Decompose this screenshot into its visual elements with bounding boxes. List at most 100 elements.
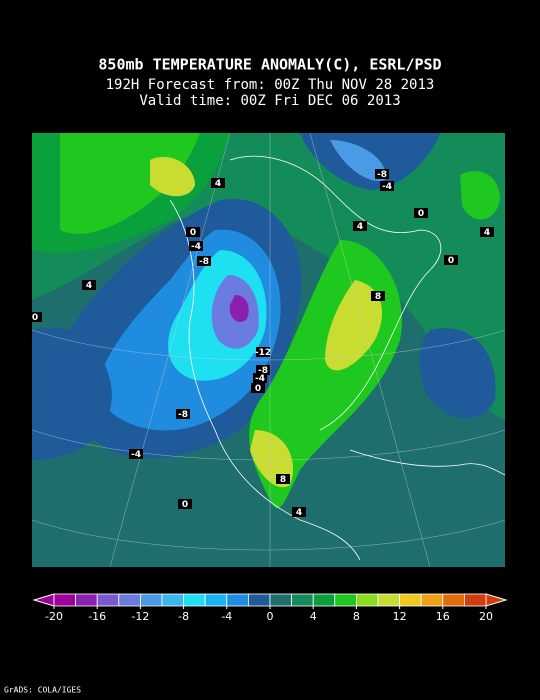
coastlines [169, 155, 505, 561]
contour-label-box [380, 181, 394, 191]
longitude-line [109, 133, 231, 567]
region [419, 328, 496, 419]
contour-label: -4 [191, 242, 201, 252]
region [460, 171, 500, 220]
latitude-line [32, 519, 505, 551]
title: 850mb TEMPERATURE ANOMALY(C), ESRL/PSD [98, 56, 441, 74]
contour-label: 8 [375, 292, 381, 302]
region [330, 140, 386, 181]
longitude-line [309, 133, 431, 567]
colorbar-tick-label: -8 [178, 610, 189, 623]
contour-label: -8 [199, 257, 209, 267]
valid-time: Valid time: 00Z Fri DEC 06 2013 [139, 93, 400, 109]
colorbar-swatch [463, 593, 487, 607]
contour-label-box [186, 227, 200, 237]
contour-label: 8 [280, 475, 286, 485]
contour-label: -4 [131, 450, 141, 460]
coastline [229, 155, 442, 431]
contour-label-box [82, 280, 96, 290]
contour-label: 0 [255, 384, 261, 394]
contour-label-box [276, 474, 290, 484]
contour-label: 4 [86, 281, 92, 291]
contour-label-box [129, 449, 143, 459]
contour-label-box [256, 347, 270, 357]
contour-label: -8 [258, 366, 268, 376]
colorbar-swatch [53, 593, 77, 607]
contour-label-box [414, 208, 428, 218]
colorbar-swatch [75, 593, 98, 607]
contour-label-box [211, 178, 225, 188]
credit: GrADS: COLA/IGES [4, 686, 81, 695]
colorbar-swatch [161, 593, 185, 607]
contour-label-box [292, 507, 306, 517]
contour-label-box [176, 409, 190, 419]
colorbar-swatch [226, 593, 249, 607]
colorbar-tick-label: -20 [45, 610, 63, 623]
contour-label-box [189, 241, 203, 251]
colorbar-tick-label: 12 [393, 610, 407, 623]
contour-label: 0 [190, 228, 196, 238]
contour-label-box [480, 227, 494, 237]
latitude-line [32, 429, 505, 461]
contour-label: 0 [32, 313, 38, 323]
colorbar-tick-label: 0 [267, 610, 274, 623]
contour-label: -12 [255, 348, 271, 358]
colorbar-tick-label: -12 [131, 610, 149, 623]
region [250, 430, 294, 488]
colorbar-swatch [247, 593, 271, 607]
contour-label-box [371, 291, 385, 301]
colorbar-swatch [204, 593, 228, 607]
contour-label: 0 [418, 209, 424, 219]
contour-label-box [444, 255, 458, 265]
colorbar-swatch [442, 593, 465, 607]
contour-label-box [253, 373, 267, 383]
contour-label-box [353, 221, 367, 231]
contour-label: 4 [484, 228, 490, 238]
colorbar-tick-label: -4 [221, 610, 232, 623]
subtitle: 192H Forecast from: 00Z Thu NOV 28 2013 [106, 77, 435, 93]
colorbar-swatch [334, 593, 357, 607]
region [325, 280, 383, 371]
colorbar-tick-label: 16 [436, 610, 450, 623]
colorbar-swatch [118, 593, 141, 607]
colorbar-swatch [355, 593, 379, 607]
colorbar-swatch [312, 593, 336, 607]
colorbar-swatch [96, 593, 120, 607]
colorbar-swatch [420, 593, 444, 607]
graticule [32, 133, 505, 567]
region [229, 295, 249, 323]
colorbar-swatch [269, 593, 293, 607]
contour-label-box [251, 383, 265, 393]
contour-label: -4 [255, 374, 265, 384]
coastline [169, 199, 361, 561]
contour-label: -8 [178, 410, 188, 420]
colorbar-tick-label: 4 [310, 610, 317, 623]
contour-label: 0 [182, 500, 188, 510]
colorbar-tick-label: 8 [353, 610, 360, 623]
colorbar-swatch [377, 593, 401, 607]
contour-label-box [32, 312, 42, 322]
colorbar-swatch [399, 593, 422, 607]
contour-label: -4 [382, 182, 392, 192]
contour-label-box [256, 365, 270, 375]
contour-label-box [197, 256, 211, 266]
contour-label-box [178, 499, 192, 509]
colorbar: -20 -16 -12 -8 -4 0 4 8 12 16 20 [32, 593, 508, 623]
contour-label: 4 [357, 222, 363, 232]
region [32, 327, 112, 460]
contour-label: 0 [448, 256, 454, 266]
colorbar-tick-label: -16 [88, 610, 106, 623]
contour-label-box [375, 169, 389, 179]
colorbar-swatch [139, 593, 163, 607]
colorbar-swatch [291, 593, 314, 607]
colorbar-tick-label: 20 [479, 610, 493, 623]
colorbar-swatch [183, 593, 206, 607]
contour-label: 4 [296, 508, 302, 518]
coastline [349, 449, 505, 476]
contour-label: -8 [377, 170, 387, 180]
region [150, 156, 195, 197]
contour-label: 4 [215, 179, 221, 189]
